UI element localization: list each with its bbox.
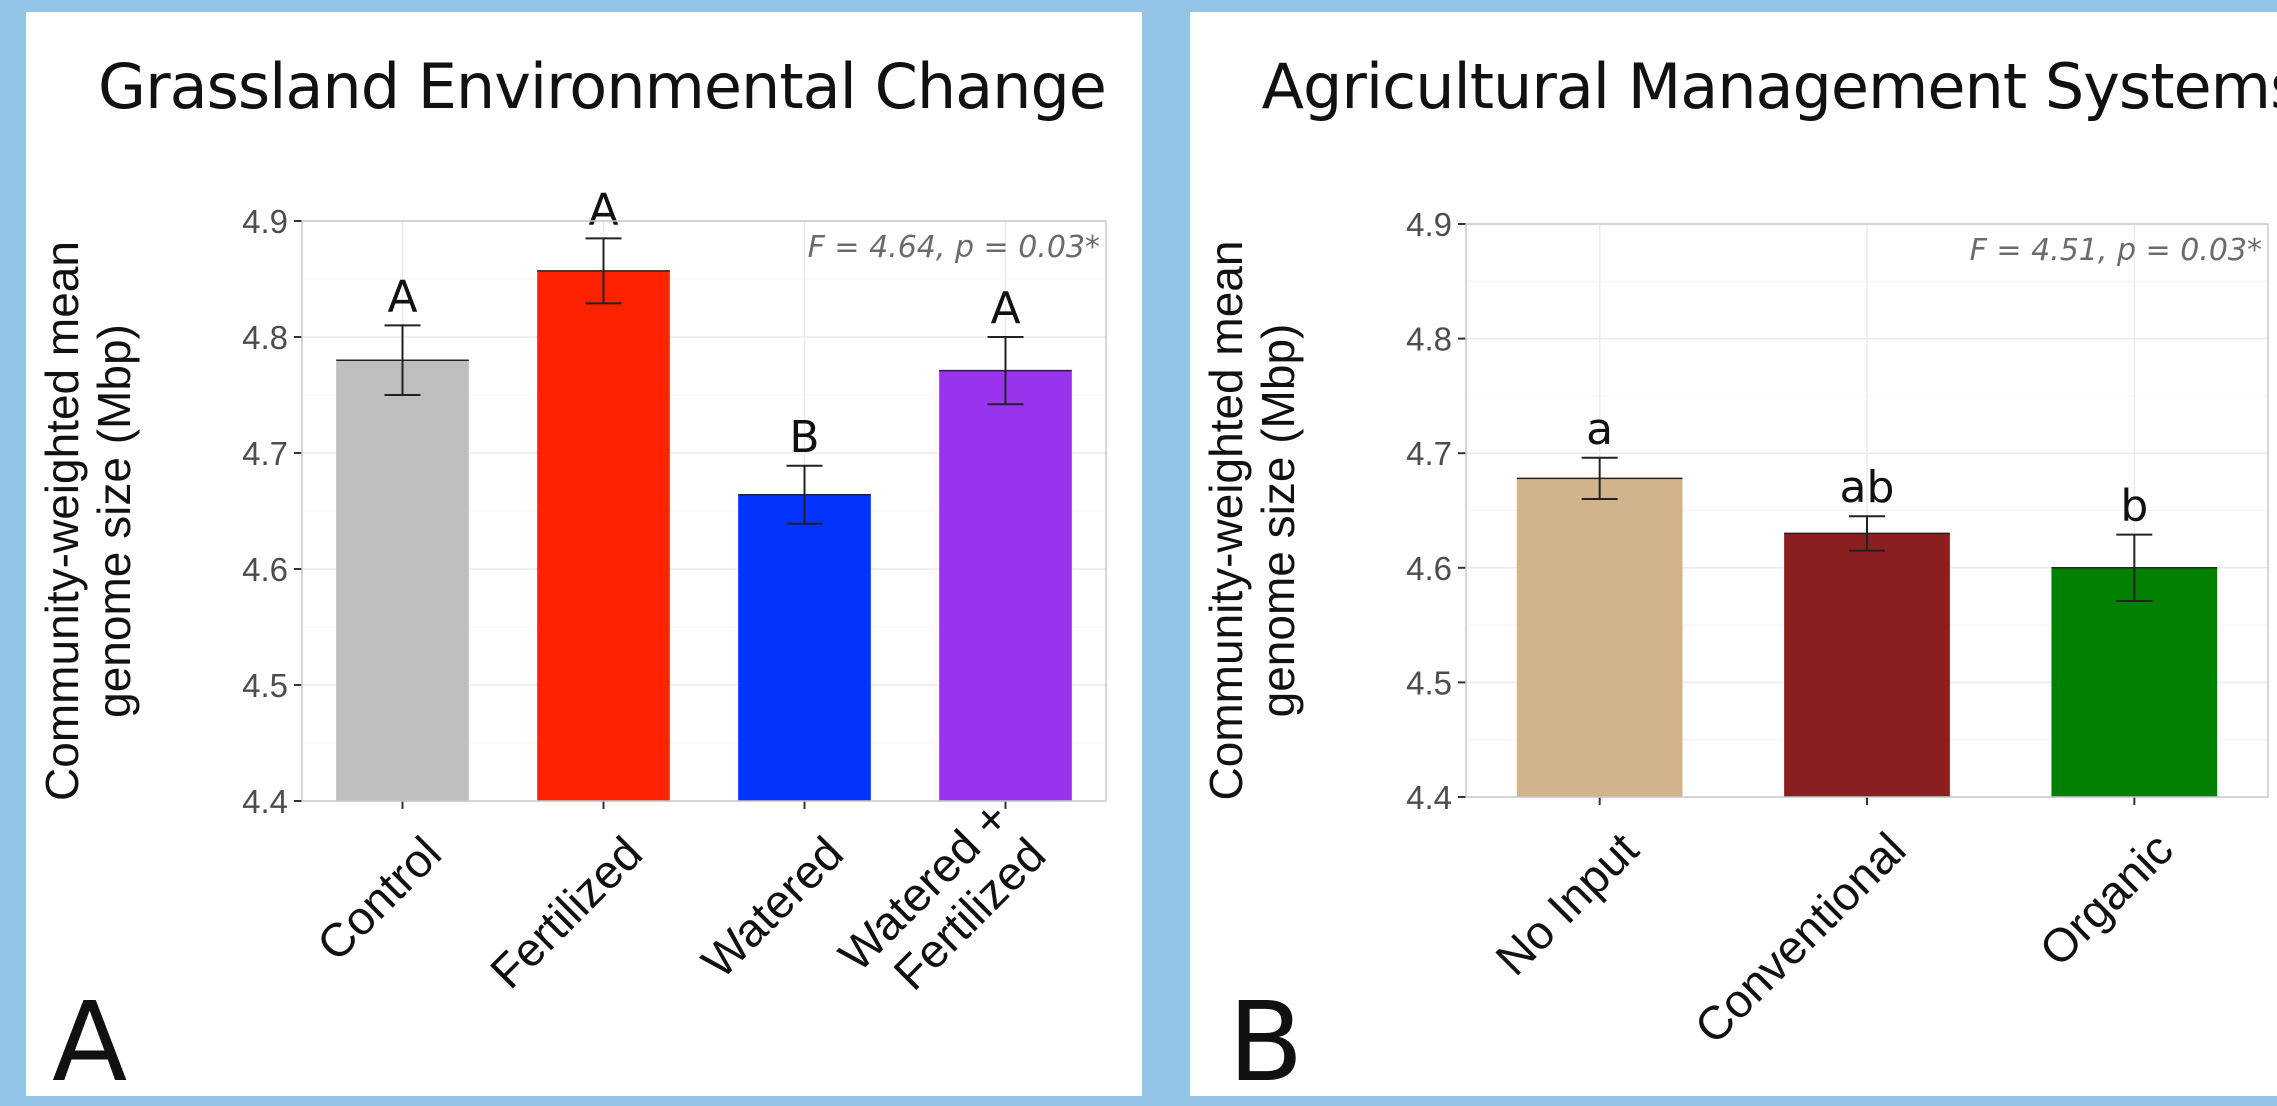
- y-tick-label: 4.5: [242, 667, 288, 704]
- y-axis-title: Community-weighted meangenome size (Mbp): [36, 241, 140, 801]
- bar: [738, 494, 871, 801]
- significance-letter: ab: [1840, 462, 1895, 513]
- y-tick-label: 4.4: [242, 783, 288, 820]
- bar-chart-agricultural: 4.4 4.5 4.6 4.7 4.8 4.9 a No Input ab Conventiona…: [1200, 206, 2269, 1054]
- bar-chart-grassland: 4.4 4.5 4.6 4.7 4.8 4.9 A Control A Fertilized B Wa…: [36, 184, 1107, 1018]
- y-tick-label: 4.9: [242, 203, 288, 240]
- x-tick-label-line: Conventional: [1684, 822, 1915, 1053]
- y-axis-title-line: Community-weighted mean: [36, 241, 88, 801]
- x-tick-label-line: No Input: [1485, 822, 1648, 985]
- y-axis-title-line: genome size (Mbp): [1252, 324, 1304, 718]
- panel-a: Grassland Environmental Change 4.4 4.5 4.6…: [26, 12, 1142, 1106]
- y-tick-label: 4.6: [1406, 550, 1452, 587]
- y-tick-label: 4.7: [242, 435, 288, 472]
- chart-title: Grassland Environmental Change: [98, 50, 1107, 123]
- x-tick-label: Conventional: [1684, 822, 1915, 1053]
- x-tick-label-line: Organic: [2029, 822, 2183, 976]
- plot-border: [301, 220, 1107, 802]
- y-tick-label: 4.5: [1406, 664, 1452, 701]
- x-tick-label: Watered: [691, 826, 853, 988]
- x-tick-label-line: Control: [306, 826, 451, 971]
- bar: [1784, 533, 1950, 797]
- y-axis-title-line: Community-weighted mean: [1200, 241, 1252, 801]
- bar: [336, 360, 469, 801]
- y-axis-title-line: genome size (Mbp): [88, 324, 140, 718]
- significance-letter: A: [990, 283, 1020, 334]
- x-tick-label: No Input: [1485, 822, 1648, 985]
- x-tick-label: Watered +Fertilized: [828, 791, 1055, 1018]
- statistics-annotation: F = 4.51, p = 0.03*: [1970, 233, 2262, 268]
- x-tick-label: Fertilized: [480, 826, 652, 998]
- plot-border: [1465, 223, 2269, 798]
- y-tick-label: 4.4: [1406, 779, 1452, 816]
- x-tick-label: Control: [306, 826, 451, 971]
- chart-title: Agricultural Management Systems: [1261, 50, 2277, 123]
- x-tick-label: Organic: [2029, 822, 2183, 976]
- significance-letter: A: [387, 271, 417, 322]
- statistics-annotation: F = 4.64, p = 0.03*: [808, 230, 1100, 265]
- panel-label: A: [52, 978, 128, 1106]
- significance-letter: A: [588, 184, 618, 235]
- bar: [1516, 478, 1683, 797]
- y-tick-label: 4.8: [1406, 321, 1452, 358]
- x-tick-label-line: Watered: [691, 826, 853, 988]
- significance-letter: B: [789, 412, 819, 463]
- bar: [537, 270, 670, 801]
- significance-letter: b: [2120, 481, 2148, 532]
- bar: [2051, 567, 2218, 797]
- y-tick-label: 4.8: [242, 319, 288, 356]
- x-tick-label-line: Fertilized: [480, 826, 652, 998]
- y-tick-label: 4.9: [1406, 206, 1452, 243]
- bar: [939, 370, 1072, 801]
- panel-label: B: [1228, 978, 1304, 1106]
- panel-b: Agricultural Management Systems 4.4 4.5 4.…: [1190, 12, 2277, 1106]
- y-axis-title: Community-weighted meangenome size (Mbp): [1200, 241, 1304, 801]
- y-tick-label: 4.7: [1406, 435, 1452, 472]
- y-tick-label: 4.6: [242, 551, 288, 588]
- significance-letter: a: [1586, 404, 1613, 455]
